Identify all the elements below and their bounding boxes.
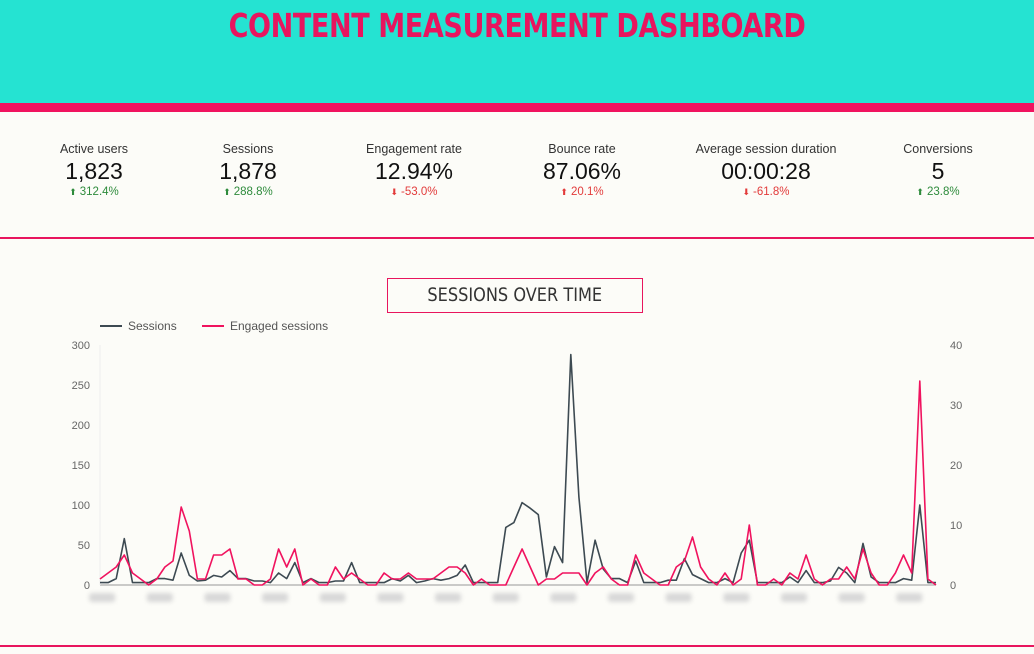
arrow-up-icon: ⬆ bbox=[223, 187, 231, 197]
legend-label: Engaged sessions bbox=[230, 319, 328, 333]
kpi-engagement-rate[interactable]: Engagement rate 12.94% ⬇ -53.0% bbox=[329, 140, 499, 200]
x-tick-label-blurred bbox=[492, 593, 519, 602]
x-tick-label-blurred bbox=[262, 593, 289, 602]
kpi-label: Engagement rate bbox=[366, 142, 462, 156]
x-tick-label-blurred bbox=[608, 593, 635, 602]
x-tick-label-blurred bbox=[319, 593, 346, 602]
kpi-value: 1,823 bbox=[65, 158, 123, 184]
kpi-active-users[interactable]: Active users 1,823 ⬆ 312.4% bbox=[9, 140, 179, 200]
right-y-tick-label: 10 bbox=[950, 520, 962, 532]
x-tick-label-blurred bbox=[89, 593, 116, 602]
dashboard-title: CONTENT MEASUREMENT DASHBOARD bbox=[228, 6, 806, 45]
kpi-delta: ⬆ 288.8% bbox=[223, 186, 273, 198]
right-y-tick-label: 40 bbox=[950, 340, 962, 352]
kpi-value: 00:00:28 bbox=[721, 158, 811, 184]
kpi-delta: ⬇ -61.8% bbox=[742, 186, 790, 198]
kpi-delta: ⬆ 20.1% bbox=[560, 186, 604, 198]
x-tick-label-blurred bbox=[550, 593, 577, 602]
x-tick-label-blurred bbox=[665, 593, 692, 602]
x-tick-label-blurred bbox=[838, 593, 865, 602]
x-tick-label-blurred bbox=[896, 593, 923, 602]
kpi-label: Bounce rate bbox=[548, 142, 616, 156]
left-y-tick-label: 200 bbox=[72, 420, 90, 432]
arrow-up-icon: ⬆ bbox=[560, 187, 568, 197]
header-banner bbox=[0, 0, 1034, 103]
left-y-tick-label: 150 bbox=[72, 460, 90, 472]
arrow-up-icon: ⬆ bbox=[916, 187, 924, 197]
x-tick-label-blurred bbox=[435, 593, 462, 602]
kpi-average-session-duration[interactable]: Average session duration 00:00:28 ⬇ -61.8… bbox=[666, 140, 866, 200]
x-tick-label-blurred bbox=[781, 593, 808, 602]
kpi-row: Active users 1,823 ⬆ 312.4% Sessions 1,87… bbox=[0, 140, 1034, 210]
kpi-label: Sessions bbox=[222, 142, 274, 156]
x-tick-label-blurred bbox=[723, 593, 750, 602]
kpi-value: 5 bbox=[931, 158, 945, 184]
kpi-value: 12.94% bbox=[374, 158, 453, 184]
x-tick-label-blurred bbox=[146, 593, 173, 602]
series-line-sessions[interactable] bbox=[100, 353, 936, 584]
kpi-delta: ⬆ 23.8% bbox=[916, 186, 960, 198]
kpi-delta: ⬆ 312.4% bbox=[69, 186, 119, 198]
kpi-label: Active users bbox=[59, 142, 129, 156]
left-y-tick-label: 300 bbox=[72, 340, 90, 352]
left-y-tick-label: 100 bbox=[72, 500, 90, 512]
right-y-tick-label: 20 bbox=[950, 460, 962, 472]
bottom-divider bbox=[0, 645, 1034, 647]
left-y-tick-label: 50 bbox=[78, 540, 90, 552]
kpi-label: Average session duration bbox=[695, 142, 837, 156]
kpi-sessions[interactable]: Sessions 1,878 ⬆ 288.8% bbox=[163, 140, 333, 200]
right-y-tick-label: 0 bbox=[950, 580, 956, 592]
right-y-tick-label: 30 bbox=[950, 400, 962, 412]
kpi-value: 1,878 bbox=[219, 158, 277, 184]
kpi-delta: ⬇ -53.0% bbox=[390, 186, 438, 198]
arrow-up-icon: ⬆ bbox=[69, 187, 77, 197]
section-divider bbox=[0, 237, 1034, 239]
kpi-conversions[interactable]: Conversions 5 ⬆ 23.8% bbox=[853, 140, 1023, 200]
arrow-down-icon: ⬇ bbox=[742, 187, 751, 197]
kpi-label: Conversions bbox=[903, 142, 973, 156]
x-tick-label-blurred bbox=[377, 593, 404, 602]
header-accent-bar bbox=[0, 103, 1034, 112]
x-tick-label-blurred bbox=[204, 593, 231, 602]
left-y-tick-label: 0 bbox=[84, 580, 90, 592]
kpi-value: 87.06% bbox=[542, 158, 621, 184]
kpi-bounce-rate[interactable]: Bounce rate 87.06% ⬆ 20.1% bbox=[497, 140, 667, 200]
legend-label: Sessions bbox=[128, 319, 177, 333]
left-y-tick-label: 250 bbox=[72, 380, 90, 392]
series-line-engaged-sessions[interactable] bbox=[99, 380, 937, 586]
arrow-down-icon: ⬇ bbox=[390, 187, 399, 197]
sessions-over-time-chart[interactable]: 0 50 100 150 200 250 300 0 10 20 30 40 Sessions Enga… bbox=[0, 310, 1034, 640]
chart-title: SESSIONS OVER TIME bbox=[387, 278, 643, 313]
